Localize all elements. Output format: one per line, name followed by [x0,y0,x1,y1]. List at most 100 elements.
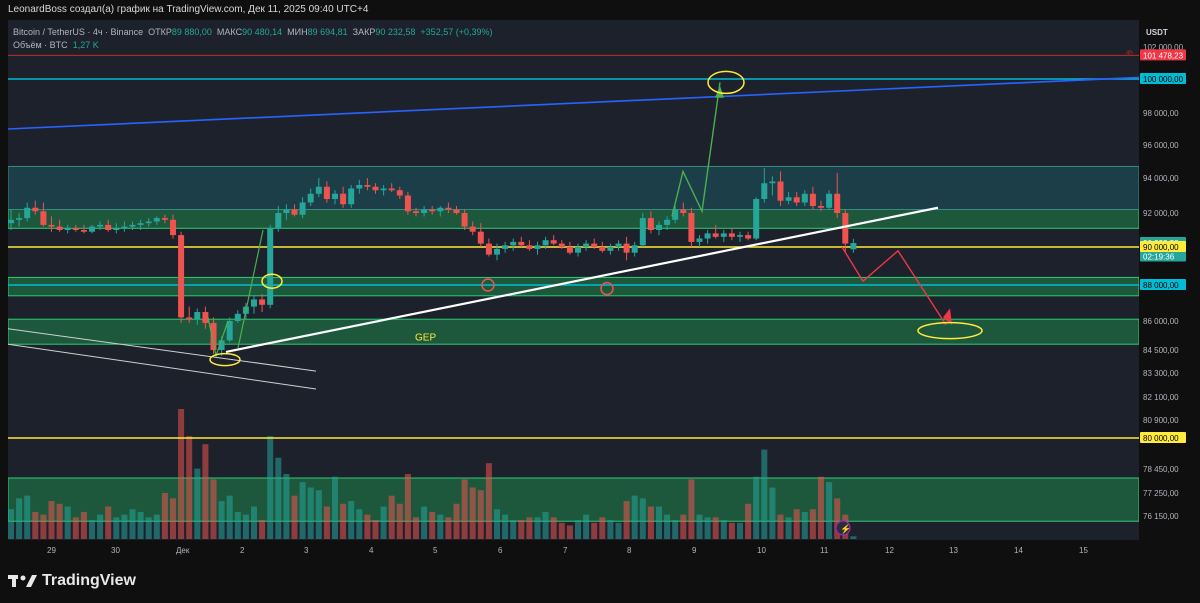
close-value: 90 232,58 [375,27,416,37]
price-tick-label: 98 000,00 [1143,109,1179,118]
low-value: 89 694,81 [307,27,348,37]
candle-body [113,228,120,230]
price-axis[interactable]: USDT 102 000,00 98 000,00 96 000,00 94 000,0… [1139,20,1192,540]
yellow-ellipse-1 [917,321,983,340]
volume-bar [234,511,241,539]
volume-bar [56,503,63,539]
price-tick-label: 83 300,00 [1143,369,1179,378]
time-axis[interactable]: 29 30 Дек 2 3 4 5 6 7 8 9 10 11 12 13 14 15 [8,540,1139,560]
candle-body [89,226,95,232]
candle-body [210,322,217,350]
candle-body [680,209,687,213]
time-axis-scale[interactable]: 29 30 Дек 2 3 4 5 6 7 8 9 10 11 12 13 14 15 [8,540,1139,560]
volume-bar [202,444,209,539]
volume-bar [396,503,403,539]
volume-bar [494,509,500,539]
candle-body [631,245,638,253]
zone-rect-1 [7,276,1140,297]
price-tick-label: 94 000,00 [1143,174,1179,183]
time-tick-label: 8 [627,546,632,555]
candle-body [842,213,849,244]
volume-bar [348,501,355,539]
yellow-ellipse-2 [209,352,241,367]
volume-bar [72,517,79,539]
price-tick-label: 86 000,00 [1143,317,1179,326]
volume-bar [485,463,492,539]
volume-bar [24,495,31,539]
volume-bar [161,492,168,539]
chart-area[interactable]: GEP ⚡ 4h [7,20,1140,540]
volume-bar [186,436,193,539]
candle-body [161,218,168,220]
candle-body [712,233,719,237]
candle-body [251,299,257,307]
volume-bar [647,506,654,539]
volume-bar [380,506,387,539]
volume-bar [656,506,662,539]
candle-body [307,193,314,203]
candle-body [696,238,703,242]
candle-body [413,211,419,213]
price-tick-label: 96 000,00 [1143,141,1179,150]
time-tick-label: 10 [757,546,766,555]
candle-body [429,209,436,212]
tradingview-branding[interactable]: TradingView [8,572,136,592]
volume-bar [583,514,590,539]
volume-bar [80,511,87,539]
candle-body [437,207,444,212]
volume-bar [639,498,646,539]
candle-body [647,218,654,230]
candle-body [850,243,857,250]
green-arrow-small [207,317,229,359]
tradingview-logo-icon [8,575,37,587]
time-tick-label: Дек [176,546,190,555]
price-axis-scale[interactable]: USDT 102 000,00 98 000,00 96 000,00 94 000,0… [1139,20,1192,540]
candle-body [380,188,387,191]
volume-bar [137,511,144,539]
candle-body [518,241,525,246]
volume-bar [413,517,419,539]
volume-bar [16,498,23,539]
volume-bar [291,495,298,539]
candle-body [704,233,711,239]
wedge-line-lower [7,343,317,390]
candle-body [477,231,484,244]
candle-body [761,183,768,199]
candle-body [372,186,379,191]
price-tick-label: 82 100,00 [1143,393,1179,402]
candle-body [834,193,841,213]
volume-bar [737,522,743,539]
volume-bar [550,517,557,539]
candle-body [785,197,792,201]
candle-body [801,193,808,203]
price-badge-bg [1140,432,1186,443]
candlestick-chart[interactable]: GEP ⚡ 4h [7,20,1140,540]
volume-bar [575,520,581,539]
volume-bar [712,517,719,539]
candle-body [656,224,662,230]
volume-bar [332,476,338,539]
lightning-glyph: ⚡ [840,523,851,535]
red-arrow-head [943,308,952,325]
price-tick-label: 102 000,00 [1143,43,1184,52]
time-tick-label: 6 [498,546,503,555]
volume-bar [809,509,816,539]
volume-label[interactable]: Объём · BTC [13,40,68,50]
candle-body [388,188,395,191]
currency-label: USDT [1146,28,1168,37]
symbol-title[interactable]: Bitcoin / TetherUS · 4ч · Binance [13,27,144,37]
candle-body [599,247,606,251]
volume-bar [623,501,630,539]
wedge-line-upper [7,328,317,372]
volume-bar [728,522,735,539]
time-tick-label: 29 [47,546,56,555]
candle-body [234,313,241,321]
volume-bar [672,520,679,539]
volume-bar [518,520,525,539]
candle-body [291,209,298,215]
candle-body [194,312,201,320]
volume-bar [631,495,638,539]
high-value: 90 480,14 [242,27,283,37]
candle-body [129,224,136,227]
volume-bar [591,522,598,539]
